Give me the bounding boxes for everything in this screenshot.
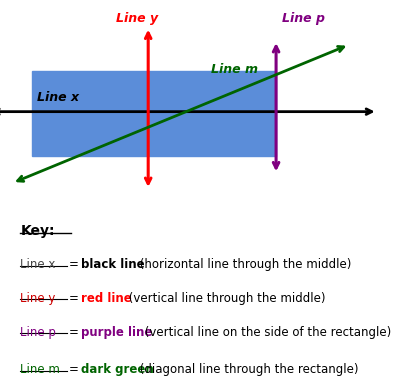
Text: Line x: Line x — [20, 258, 55, 271]
Text: Line m: Line m — [20, 363, 60, 376]
Text: (horizontal line through the middle): (horizontal line through the middle) — [136, 258, 350, 271]
Text: =: = — [69, 292, 79, 305]
Text: Line p: Line p — [20, 326, 56, 339]
Text: dark green: dark green — [81, 363, 153, 376]
Text: Line p: Line p — [281, 12, 324, 25]
Text: (vertical line through the middle): (vertical line through the middle) — [125, 292, 325, 305]
Text: =: = — [69, 363, 79, 376]
Text: Line m: Line m — [211, 63, 258, 76]
Text: red line: red line — [81, 292, 132, 305]
Text: Key:: Key: — [20, 224, 55, 238]
Text: (vertical line on the side of the rectangle): (vertical line on the side of the rectan… — [141, 326, 391, 339]
Text: purple line: purple line — [81, 326, 152, 339]
Text: Line y: Line y — [20, 292, 55, 305]
Text: Line x: Line x — [36, 91, 79, 104]
Text: black line: black line — [81, 258, 145, 271]
Text: (diagonal line through the rectangle): (diagonal line through the rectangle) — [136, 363, 358, 376]
Text: Line y: Line y — [115, 12, 158, 25]
Bar — [32, 72, 275, 156]
Text: =: = — [69, 258, 79, 271]
Text: =: = — [69, 326, 79, 339]
